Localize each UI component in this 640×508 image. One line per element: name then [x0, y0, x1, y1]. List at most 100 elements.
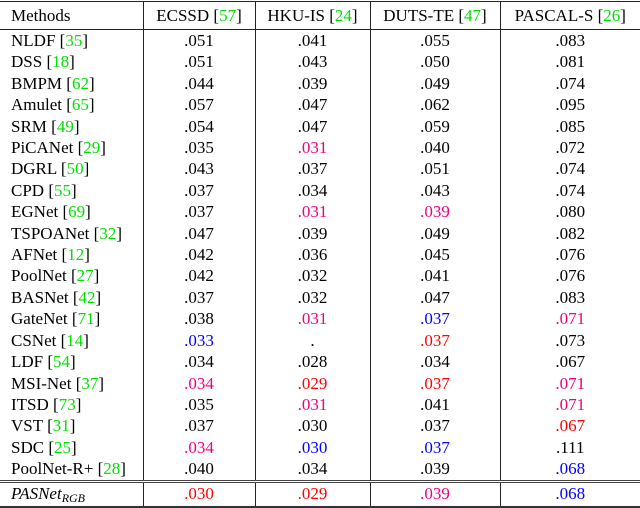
- score-cell: .042: [142, 244, 255, 266]
- score-cell: .037: [369, 329, 500, 352]
- citation-link[interactable]: 57: [219, 6, 237, 25]
- score-cell: .073: [499, 329, 640, 352]
- method-cell: BMPM [62]: [11, 73, 95, 93]
- method-cell: ITSD [73]: [11, 394, 82, 414]
- method-name: SDC: [11, 437, 45, 457]
- method-name: CSNet: [11, 330, 57, 350]
- citation-link[interactable]: 55: [54, 180, 71, 200]
- methods-header: Methods: [0, 1, 143, 30]
- method-cell: SDC [25]: [11, 437, 77, 457]
- dataset-header: ECSSD [57]: [142, 1, 255, 30]
- score-cell: .083: [499, 286, 640, 309]
- score-cell: .034: [142, 436, 255, 459]
- citation-link[interactable]: 27: [76, 266, 94, 286]
- citation-link[interactable]: 31: [52, 416, 70, 436]
- score-cell: .067: [499, 351, 640, 373]
- method-name: PoolNet-R+: [11, 459, 94, 479]
- method-cell: LDF [54]: [11, 352, 76, 372]
- score-cell: .071: [499, 308, 640, 330]
- score-cell: .028: [254, 351, 370, 373]
- score-cell: .085: [499, 115, 640, 138]
- method-cell: MSI-Net [37]: [11, 373, 105, 393]
- citation-link[interactable]: 54: [53, 352, 71, 372]
- citation-link[interactable]: 24: [334, 6, 352, 25]
- score-cell: .: [254, 329, 370, 352]
- score-cell: .037: [369, 436, 500, 459]
- citation-link[interactable]: 35: [65, 31, 83, 50]
- score-cell: .032: [254, 286, 370, 309]
- score-cell: .047: [254, 115, 370, 138]
- citation-link[interactable]: 12: [67, 245, 85, 265]
- score-cell: .057: [142, 94, 255, 116]
- dataset-header: HKU-IS [24]: [254, 1, 370, 30]
- method-cell: VST [31]: [11, 416, 76, 436]
- citation-link[interactable]: 47: [464, 6, 482, 25]
- score-cell: .083: [499, 29, 640, 52]
- score-cell: .068: [499, 458, 640, 482]
- score-cell: .034: [254, 458, 370, 482]
- table-row: CSNet [14] .033. .037.073: [0, 329, 640, 352]
- dataset-header: DUTS-TE [47]: [369, 1, 500, 30]
- method-cell: Amulet [65]: [11, 95, 95, 115]
- score-cell: .031: [254, 308, 370, 330]
- dataset-name: ECSSD: [156, 6, 210, 25]
- score-cell: .047: [254, 94, 370, 116]
- dataset-header: PASCAL-S [26]: [499, 1, 640, 30]
- score-cell: .037: [142, 179, 255, 202]
- citation-link[interactable]: 65: [71, 95, 89, 115]
- dataset-name: HKU-IS: [267, 6, 325, 25]
- score-cell: .074: [499, 158, 640, 180]
- method-cell: DGRL [50]: [11, 159, 90, 179]
- citation-link[interactable]: 29: [83, 138, 101, 158]
- method-cell: PoolNet-R+ [28]: [11, 459, 126, 479]
- citation-link[interactable]: 18: [52, 52, 70, 72]
- score-cell: .080: [499, 201, 640, 223]
- citation-link[interactable]: 28: [103, 459, 121, 479]
- method-name: CPD: [11, 180, 45, 200]
- citation-link[interactable]: 71: [77, 309, 95, 329]
- citation-link[interactable]: 73: [58, 394, 76, 414]
- citation-link[interactable]: 42: [78, 287, 96, 307]
- table-row: BASNet [42] .037.032.047.083: [0, 286, 640, 309]
- score-cell: .071: [499, 372, 640, 394]
- score-cell: .067: [499, 415, 640, 437]
- citation-link[interactable]: 50: [66, 159, 84, 179]
- method-name: DGRL: [11, 159, 57, 179]
- method-cell: BASNet [42]: [11, 287, 102, 307]
- method-name: SRM: [11, 116, 47, 136]
- method-name: EGNet: [11, 202, 59, 222]
- score-cell: .074: [499, 179, 640, 202]
- score-cell: .037: [142, 286, 255, 309]
- score-cell: .037: [254, 158, 370, 180]
- score-cell: .034: [369, 351, 500, 373]
- score-cell: .049: [369, 72, 500, 95]
- score-cell: .029: [254, 481, 370, 507]
- citation-link[interactable]: 25: [54, 437, 71, 457]
- score-cell: .041: [254, 29, 370, 52]
- dataset-name: PASCAL-S: [514, 6, 594, 25]
- method-name: PoolNet: [11, 266, 67, 286]
- score-cell: .059: [369, 115, 500, 138]
- method-cell: PiCANet [29]: [11, 138, 106, 158]
- method-name: GateNet: [11, 309, 68, 329]
- score-cell: .081: [499, 51, 640, 73]
- score-cell: .043: [142, 158, 255, 180]
- table-row: MSI-Net [37] .034.029.037.071: [0, 372, 640, 394]
- citation-link[interactable]: 37: [81, 373, 99, 393]
- table-row: DSS [18] .051.043.050.081: [0, 51, 640, 73]
- citation-link[interactable]: 49: [56, 116, 74, 136]
- citation-link[interactable]: 62: [71, 73, 89, 93]
- score-cell: .045: [369, 244, 500, 266]
- table-row: SDC [25] .034.030.037.111: [0, 436, 640, 459]
- citation-link[interactable]: 14: [66, 330, 84, 350]
- score-cell: .038: [142, 308, 255, 330]
- score-cell: .039: [254, 72, 370, 95]
- citation-link[interactable]: 69: [68, 202, 86, 222]
- score-cell: .037: [142, 201, 255, 223]
- dataset-name: DUTS-TE: [383, 6, 455, 25]
- citation-link[interactable]: 32: [99, 223, 117, 243]
- method-name: VST: [11, 416, 43, 436]
- score-cell: .095: [499, 94, 640, 116]
- citation-link[interactable]: 26: [603, 6, 621, 25]
